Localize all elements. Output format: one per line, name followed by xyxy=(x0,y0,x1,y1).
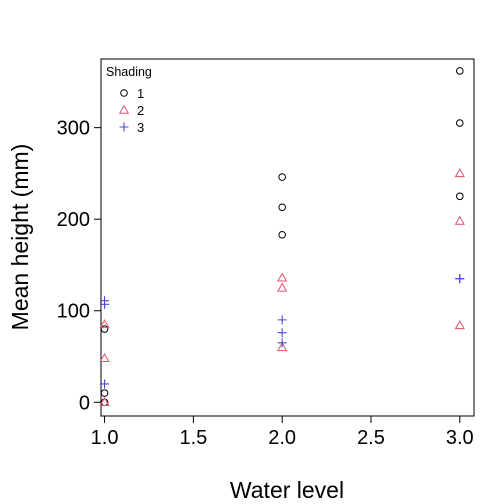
data-point-shading-2 xyxy=(277,272,288,282)
y-axis-label: Mean height (mm) xyxy=(7,144,33,331)
data-point-shading-3 xyxy=(277,338,287,348)
y-tick-label: 200 xyxy=(57,209,90,231)
legend-marker-1 xyxy=(120,89,128,97)
data-point-shading-3 xyxy=(455,274,465,284)
x-tick-label: 1.0 xyxy=(91,427,119,449)
data-point-shading-3 xyxy=(100,379,110,389)
data-point-shading-1 xyxy=(455,67,464,75)
x-tick-label: 1.5 xyxy=(179,427,207,449)
data-point-shading-2 xyxy=(99,319,110,329)
plot-area-frame xyxy=(100,58,475,417)
legend-label-2: 2 xyxy=(137,103,144,118)
data-points xyxy=(99,67,465,407)
y-tick-label: 100 xyxy=(57,301,90,323)
data-point-shading-1 xyxy=(455,192,464,201)
data-point-shading-3 xyxy=(277,315,287,325)
data-point-shading-3 xyxy=(100,299,110,309)
data-point-shading-1 xyxy=(100,389,109,397)
data-point-shading-1 xyxy=(455,119,464,127)
data-point-shading-2 xyxy=(454,320,465,330)
data-point-shading-2 xyxy=(99,396,110,406)
data-point-shading-2 xyxy=(99,353,110,363)
legend-label-1: 1 xyxy=(137,86,144,101)
data-point-shading-1 xyxy=(278,230,286,239)
data-point-shading-1 xyxy=(278,173,286,181)
data-point-shading-2 xyxy=(277,282,288,292)
legend-marker-2 xyxy=(118,104,130,114)
data-point-shading-1 xyxy=(278,203,286,212)
y-axis: 0 100 200 300 xyxy=(57,118,102,414)
y-tick-label: 0 xyxy=(79,392,90,414)
x-axis-label: Water level xyxy=(230,477,344,503)
legend-title: Shading xyxy=(106,65,152,79)
y-tick-label: 300 xyxy=(57,118,90,140)
legend: Shading 1 2 3 xyxy=(106,65,152,135)
x-axis: 1.0 1.5 2.0 2.5 3.0 xyxy=(91,415,474,449)
data-point-shading-2 xyxy=(277,342,288,352)
x-tick-label: 2.0 xyxy=(268,427,296,449)
data-point-shading-1 xyxy=(100,325,109,333)
legend-marker-3 xyxy=(119,122,129,132)
data-point-shading-2 xyxy=(454,215,465,225)
data-point-shading-2 xyxy=(454,168,465,178)
x-tick-label: 3.0 xyxy=(446,427,474,449)
legend-label-3: 3 xyxy=(137,120,144,135)
data-point-shading-3 xyxy=(277,328,287,338)
x-tick-label: 2.5 xyxy=(357,427,385,449)
